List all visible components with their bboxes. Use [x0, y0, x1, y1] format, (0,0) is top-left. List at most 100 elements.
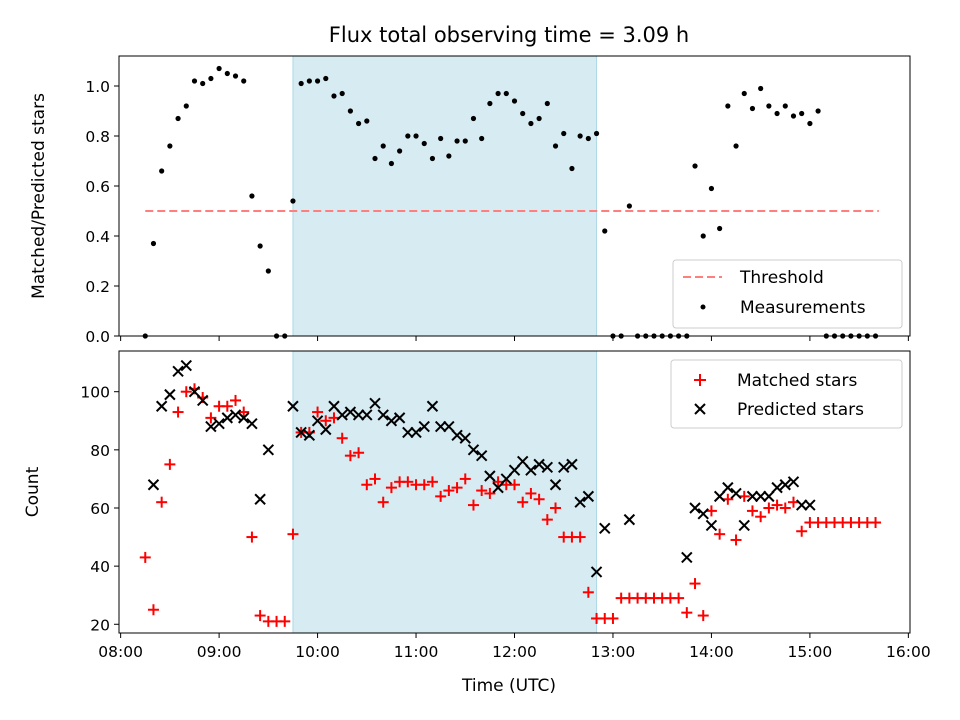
matched-star-marker	[435, 490, 447, 502]
predicted-star-marker	[369, 397, 381, 410]
x-tick-label: 09:00	[197, 643, 242, 661]
matched-star-marker	[730, 534, 742, 546]
matched-star-marker	[156, 496, 168, 508]
predicted-star-marker	[410, 426, 422, 439]
predicted-star-marker	[213, 417, 225, 430]
measurement-point	[569, 165, 575, 172]
predicted-star-marker	[147, 479, 160, 491]
measurement-point	[774, 110, 780, 117]
predicted-star-marker	[254, 493, 266, 505]
measurement-point	[454, 138, 460, 144]
matched-star-marker	[377, 496, 389, 508]
matched-star-marker	[147, 604, 159, 616]
measurement-point	[544, 100, 550, 107]
predicted-star-marker	[623, 513, 636, 526]
predicted-star-marker	[771, 481, 783, 494]
matched-star-marker	[722, 493, 734, 505]
measurement-point	[725, 103, 731, 109]
measurement-point	[265, 268, 271, 274]
predicted-star-marker	[566, 458, 578, 471]
matched-star-marker	[402, 476, 414, 488]
matched-star-marker	[673, 592, 685, 604]
measurement-point	[520, 110, 526, 117]
measurement-point	[799, 110, 805, 117]
measurement-point	[159, 168, 165, 174]
matched-star-marker	[607, 612, 619, 624]
predicted-star-marker	[328, 400, 340, 412]
matched-star-marker	[484, 487, 496, 499]
predicted-star-marker	[484, 470, 496, 482]
matched-star-marker	[205, 412, 217, 424]
matched-star-marker	[517, 496, 529, 508]
measurement-point	[372, 155, 378, 162]
predicted-star-marker	[516, 455, 529, 468]
predicted-star-marker	[205, 420, 217, 433]
matched-star-marker	[467, 499, 479, 511]
predicted-star-marker	[344, 406, 357, 418]
matched-star-marker	[755, 511, 767, 523]
measurement-point	[397, 148, 403, 154]
measurement-point	[208, 75, 214, 82]
x-tick-label: 16:00	[886, 643, 931, 661]
measurement-point	[782, 103, 788, 109]
measurement-point	[577, 133, 583, 139]
matched-star-marker	[328, 412, 340, 424]
x-tick-label: 13:00	[591, 643, 636, 661]
predicted-star-marker	[599, 522, 611, 535]
matched-star-marker	[279, 615, 291, 627]
top-title: Flux total observing time = 3.09 h	[329, 23, 689, 47]
x-tick-label: 14:00	[689, 643, 734, 661]
matched-star-marker	[779, 502, 791, 514]
matched-star-marker	[746, 505, 758, 517]
matched-star-marker	[426, 476, 438, 488]
predicted-star-marker	[795, 499, 808, 511]
predicted-star-marker	[434, 420, 447, 433]
predicted-star-marker	[459, 432, 471, 444]
predicted-star-marker	[475, 449, 488, 462]
top-panel: 0.0 0.2 0.4 0.6 0.8 1.0 Flux total observing …	[29, 23, 911, 346]
measurement-point	[536, 115, 542, 122]
measurement-point	[241, 78, 247, 84]
predicted-star-marker	[320, 423, 332, 436]
matched-star-marker	[705, 505, 717, 517]
measurement-point	[495, 90, 501, 97]
predicted-star-marker	[541, 461, 554, 473]
predicted-star-marker	[722, 481, 734, 494]
measurement-point	[741, 90, 747, 97]
predicted-star-marker	[188, 385, 201, 398]
predicted-star-marker	[352, 409, 365, 421]
measurement-point	[790, 113, 797, 119]
top-y-tick-label: 0.4	[85, 228, 110, 246]
matched-star-marker	[451, 482, 463, 494]
predicted-star-marker	[426, 400, 439, 412]
measurement-point	[331, 93, 337, 99]
predicted-star-marker	[804, 499, 816, 511]
measurement-point	[191, 78, 198, 84]
predicted-star-marker	[787, 476, 800, 488]
predicted-star-marker	[467, 444, 480, 456]
measurement-point	[150, 240, 157, 247]
measurement-point	[232, 73, 239, 79]
matched-star-marker	[533, 493, 545, 505]
matched-star-marker	[697, 610, 709, 622]
predicted-star-marker	[746, 490, 759, 503]
predicted-star-marker	[393, 412, 406, 424]
measurement-point	[807, 120, 813, 127]
measurement-point	[364, 118, 370, 124]
bottom-shaded-span	[292, 350, 598, 634]
measurement-point	[766, 103, 772, 109]
measurement-point	[224, 70, 230, 77]
matched-star-marker	[287, 528, 299, 540]
measurement-point	[200, 80, 206, 87]
matched-star-marker	[476, 485, 488, 497]
matched-star-marker	[787, 496, 799, 508]
measurement-point	[815, 108, 821, 114]
measurement-point	[717, 225, 723, 232]
top-legend-box	[672, 259, 903, 329]
measurement-point	[733, 143, 739, 149]
matched-star-marker	[238, 406, 250, 418]
matched-star-marker	[418, 479, 430, 491]
legend-matched-swatch	[694, 374, 706, 386]
predicted-star-marker	[689, 502, 701, 514]
